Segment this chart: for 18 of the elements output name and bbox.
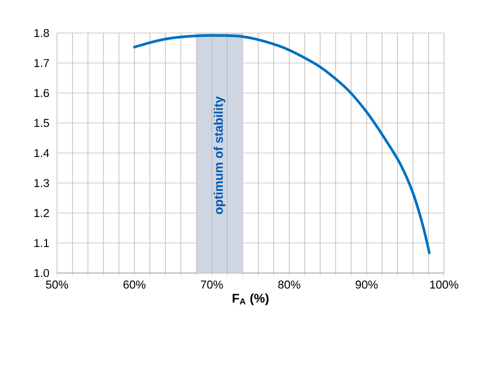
y-tick-label: 1.8 [34, 28, 49, 38]
y-tick-label: 1.4 [34, 149, 50, 157]
x-tick-label: 70% [200, 280, 223, 289]
y-tick-label: 1.7 [34, 59, 49, 67]
x-tick-label: 60% [124, 280, 146, 289]
x-tick-label: 50% [46, 280, 68, 289]
line-series [133, 34, 431, 254]
y-tick-label: 1.0 [34, 268, 50, 278]
y-tick-label: 1.1 [34, 239, 49, 247]
y-tick-label: 1.5 [34, 119, 49, 127]
y-tick-label: 1.3 [34, 178, 49, 188]
y-tick-label: 1.2 [34, 209, 49, 217]
x-tick-label: 90% [356, 280, 378, 289]
text: F$_{A}$ (%) [232, 293, 268, 306]
x-tick-label: 80% [278, 280, 300, 289]
band-label: optimum of stability [214, 96, 226, 214]
y-tick-label: 1.6 [34, 88, 49, 98]
x-tick-label: 100% [430, 280, 458, 289]
